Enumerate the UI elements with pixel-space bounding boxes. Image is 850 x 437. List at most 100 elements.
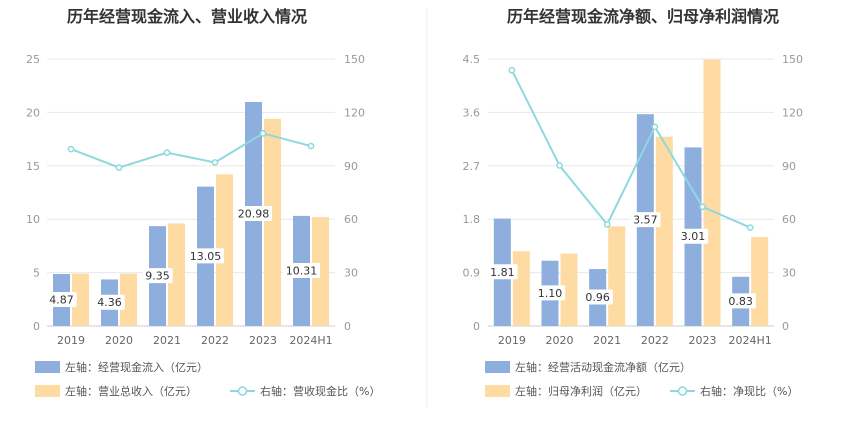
data-label: 9.35 xyxy=(145,270,170,283)
data-label: 1.81 xyxy=(490,266,515,279)
line-series xyxy=(510,69,751,229)
x-axis-tick-label: 2020 xyxy=(546,334,574,347)
legend-label-secondary: 左轴：归母净利润（亿元） xyxy=(515,384,647,398)
data-label-background xyxy=(487,264,518,280)
line-point xyxy=(67,145,75,153)
bar-secondary xyxy=(560,253,578,326)
x-axis-tick-label: 2022 xyxy=(641,334,669,347)
bar-secondary xyxy=(72,273,89,326)
line-point xyxy=(211,159,219,166)
right-axis-tick-label: 90 xyxy=(782,160,796,173)
line-point xyxy=(556,162,563,169)
data-label-background xyxy=(142,268,173,284)
right-axis-tick-label: 0 xyxy=(782,320,789,333)
data-label-background xyxy=(582,289,613,305)
left-axis-tick-label: 20 xyxy=(26,106,40,119)
x-axis-tick-label: 2021 xyxy=(593,334,621,347)
bar-secondary xyxy=(120,273,137,326)
chart-title: 历年经营现金流入、营业收入情况 xyxy=(67,7,307,26)
bar-secondary xyxy=(216,174,233,326)
x-axis-tick-label: 2024H1 xyxy=(289,334,332,347)
data-label-background xyxy=(94,294,125,310)
x-axis-tick-label: 2021 xyxy=(153,334,181,347)
right-axis-tick-label: 150 xyxy=(344,53,365,66)
legend-swatch-line-marker xyxy=(237,386,248,396)
line-point xyxy=(651,123,659,131)
chart-panel-net-cash-flow: 历年经营现金流净额、归母净利润情况 0 0 0.9 30 1.8 60 2.7 90 3.6 120… xyxy=(463,7,804,398)
line-point xyxy=(746,224,754,231)
bar-secondary xyxy=(264,118,281,326)
data-label: 4.87 xyxy=(49,293,74,306)
right-axis-tick-label: 30 xyxy=(782,267,796,280)
line-point xyxy=(699,203,706,211)
line-series xyxy=(70,132,312,169)
right-axis-tick-label: 90 xyxy=(344,160,358,173)
right-axis-tick-label: 60 xyxy=(782,213,796,226)
line-point xyxy=(307,142,315,150)
right-axis-tick-label: 120 xyxy=(344,106,365,119)
left-axis-tick-label: 2.7 xyxy=(463,160,481,173)
left-axis-tick-label: 0 xyxy=(473,320,480,333)
legend-swatch-line-marker xyxy=(677,386,688,396)
data-label-background xyxy=(46,291,77,307)
data-label: 20.98 xyxy=(238,207,270,220)
chart-panel-cash-inflow: 历年经营现金流入、营业收入情况 0 0 5 30 10 60 15 90 20 120 25 150 20… xyxy=(26,7,380,398)
left-axis-tick-label: 5 xyxy=(33,267,40,280)
x-axis-tick-label: 2023 xyxy=(689,334,717,347)
data-label: 3.57 xyxy=(633,214,658,227)
data-label: 0.96 xyxy=(585,291,610,304)
legend-label-line: 右轴：营收现金比（%） xyxy=(260,384,380,398)
x-axis-tick-label: 2019 xyxy=(498,334,526,347)
data-label: 13.05 xyxy=(190,250,222,263)
data-label: 10.31 xyxy=(286,264,318,277)
x-axis-tick-label: 2019 xyxy=(57,334,85,347)
data-label-background xyxy=(677,228,709,244)
left-axis-tick-label: 25 xyxy=(26,53,40,66)
right-axis-tick-label: 0 xyxy=(344,320,351,333)
right-axis-tick-label: 120 xyxy=(782,106,803,119)
data-label-background xyxy=(187,248,224,264)
data-label-background xyxy=(725,293,756,309)
bar-secondary xyxy=(703,59,721,327)
x-axis-tick-label: 2022 xyxy=(201,334,229,347)
legend-label-primary: 左轴：经营现金流入（亿元） xyxy=(65,360,208,374)
bar-secondary xyxy=(512,251,530,326)
left-axis-tick-label: 0 xyxy=(33,320,40,333)
legend-label-secondary: 左轴：营业总收入（亿元） xyxy=(65,384,197,398)
right-axis-tick-label: 30 xyxy=(344,267,358,280)
data-label: 1.10 xyxy=(538,287,563,300)
left-axis-tick-label: 4.5 xyxy=(463,53,481,66)
bar-secondary xyxy=(751,237,769,326)
line-point xyxy=(259,130,267,137)
x-axis-tick-label: 2023 xyxy=(249,334,277,347)
left-axis-tick-label: 15 xyxy=(26,160,40,173)
left-axis-tick-label: 1.8 xyxy=(463,213,481,226)
left-axis-tick-label: 3.6 xyxy=(463,106,481,119)
data-label: 0.83 xyxy=(728,295,753,308)
bar-secondary xyxy=(608,226,626,326)
bar-secondary xyxy=(312,217,329,326)
legend-label-line: 右轴：净现比（%） xyxy=(700,384,798,398)
legend-swatch-primary xyxy=(35,361,60,373)
bar-secondary xyxy=(655,136,673,326)
data-label-background xyxy=(630,212,661,228)
right-axis-tick-label: 150 xyxy=(782,53,803,66)
legend-label-primary: 左轴：经营活动现金流净额（亿元） xyxy=(515,360,691,374)
right-axis-tick-label: 60 xyxy=(344,213,358,226)
bar-secondary xyxy=(168,223,185,326)
chart-title: 历年经营现金流净额、归母净利润情况 xyxy=(507,7,779,26)
line-point xyxy=(603,221,611,228)
data-label-background xyxy=(235,205,272,221)
data-label-background xyxy=(283,262,320,278)
data-label: 4.36 xyxy=(97,296,122,309)
x-axis-tick-label: 2024H1 xyxy=(729,334,772,347)
line-point xyxy=(508,66,516,74)
left-axis-tick-label: 0.9 xyxy=(463,267,481,280)
data-label: 3.01 xyxy=(681,230,706,243)
data-label-background xyxy=(534,285,566,301)
legend-swatch-primary xyxy=(485,361,510,373)
legend-swatch-secondary xyxy=(35,385,60,397)
left-axis-tick-label: 10 xyxy=(26,213,40,226)
x-axis-tick-label: 2020 xyxy=(105,334,133,347)
